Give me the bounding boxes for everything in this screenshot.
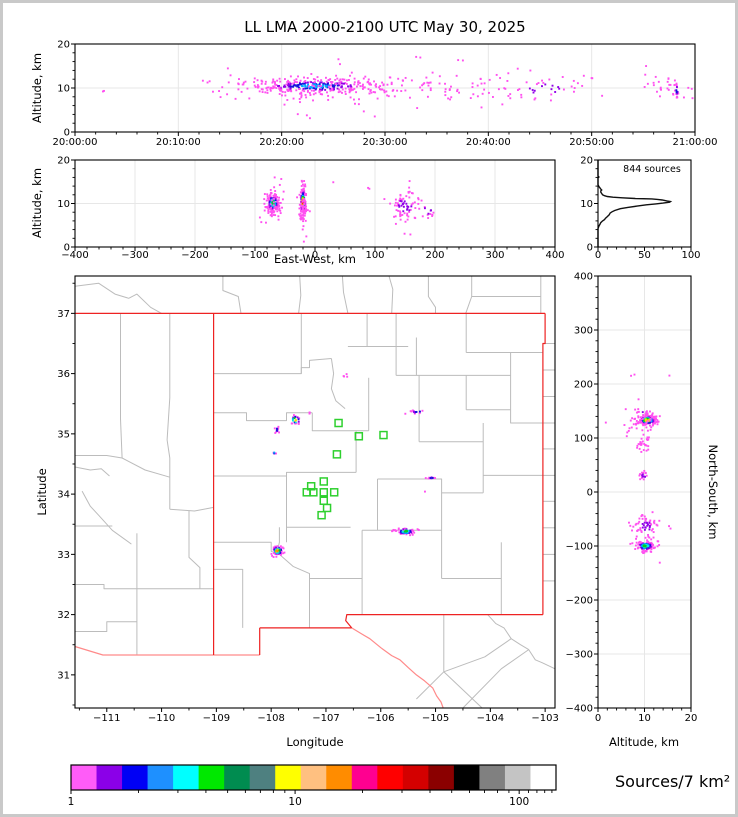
map-panel-xlabel: Longitude xyxy=(286,735,343,749)
svg-text:33: 33 xyxy=(57,550,70,561)
svg-text:300: 300 xyxy=(485,250,504,261)
svg-text:10: 10 xyxy=(638,713,651,724)
svg-text:20: 20 xyxy=(57,156,70,167)
colorbar-label: Sources/7 km² xyxy=(615,772,730,791)
lma-station-marker xyxy=(322,503,332,513)
svg-text:0: 0 xyxy=(587,488,593,499)
svg-text:34: 34 xyxy=(57,490,70,501)
svg-text:21:00:00: 21:00:00 xyxy=(673,137,718,148)
svg-text:37: 37 xyxy=(57,309,70,320)
svg-text:−300: −300 xyxy=(121,250,148,261)
svg-text:1: 1 xyxy=(68,796,75,808)
east-west-panel-ylabel: Altitude, km xyxy=(30,168,44,238)
map-panel: −111 −110 −109 −108 −107 −106 −105 −104 −103 31 32… xyxy=(57,275,559,724)
figure-title: LL LMA 2000-2100 UTC May 30, 2025 xyxy=(244,18,525,36)
lma-station-marker xyxy=(319,477,329,486)
svg-text:20: 20 xyxy=(580,156,593,167)
svg-text:−103: −103 xyxy=(531,713,558,724)
svg-text:−300: −300 xyxy=(566,650,593,661)
east-west-altitude-panel: −400 −300 −200 −100 0 100 200 300 400 0 10 20 xyxy=(57,156,564,262)
lma-station-marker xyxy=(306,482,316,491)
svg-text:0: 0 xyxy=(595,250,601,261)
east-west-panel-xlabel: East-West, km xyxy=(274,252,356,266)
svg-text:−200: −200 xyxy=(181,250,208,261)
lma-station-marker xyxy=(309,488,318,497)
svg-text:−107: −107 xyxy=(312,713,339,724)
svg-text:100: 100 xyxy=(681,250,700,261)
svg-text:0: 0 xyxy=(587,243,593,254)
svg-text:0: 0 xyxy=(312,250,318,261)
svg-text:−100: −100 xyxy=(566,542,593,553)
svg-text:300: 300 xyxy=(574,326,593,337)
histogram-annotation: 844 sources xyxy=(623,164,681,175)
svg-text:200: 200 xyxy=(425,250,444,261)
colorbar-panel: 1 10 100 xyxy=(68,764,557,808)
svg-text:−109: −109 xyxy=(203,713,230,724)
svg-text:20:10:00: 20:10:00 xyxy=(156,137,201,148)
svg-text:400: 400 xyxy=(574,272,593,283)
svg-text:−100: −100 xyxy=(241,250,268,261)
lma-station-marker xyxy=(379,430,388,440)
svg-text:20: 20 xyxy=(57,40,70,51)
svg-text:20:00:00: 20:00:00 xyxy=(53,137,98,148)
svg-text:100: 100 xyxy=(365,250,384,261)
lma-station-marker xyxy=(329,488,339,497)
svg-text:−400: −400 xyxy=(61,250,88,261)
svg-text:−110: −110 xyxy=(148,713,175,724)
north-south-altitude-panel: 0 10 20 400 300 200 100 0 −100 −200 −300 −400 xyxy=(566,272,698,725)
svg-text:−105: −105 xyxy=(422,713,449,724)
north-south-panel-ylabel: North-South, km xyxy=(706,445,720,540)
svg-text:50: 50 xyxy=(638,250,651,261)
svg-text:−111: −111 xyxy=(93,713,120,724)
svg-text:10: 10 xyxy=(57,199,70,210)
svg-text:10: 10 xyxy=(580,199,593,210)
lma-station-marker xyxy=(319,488,329,497)
lma-station-marker xyxy=(319,496,329,505)
svg-text:−200: −200 xyxy=(566,596,593,607)
map-panel-ylabel: Latitude xyxy=(35,468,49,515)
svg-text:32: 32 xyxy=(57,610,70,621)
svg-text:−400: −400 xyxy=(566,704,593,715)
time-panel-ylabel: Altitude, km xyxy=(30,53,44,123)
svg-text:10: 10 xyxy=(57,84,70,95)
lma-station-marker xyxy=(354,432,364,441)
svg-text:36: 36 xyxy=(57,369,70,380)
svg-text:0: 0 xyxy=(64,128,70,139)
svg-text:0: 0 xyxy=(595,713,601,724)
svg-text:35: 35 xyxy=(57,429,70,440)
svg-text:200: 200 xyxy=(574,380,593,391)
svg-text:20:50:00: 20:50:00 xyxy=(569,137,614,148)
lma-figure: LL LMA 2000-2100 UTC May 30, 2025 20:00:… xyxy=(30,18,730,808)
svg-text:10: 10 xyxy=(288,796,301,808)
svg-text:31: 31 xyxy=(57,670,70,681)
lma-station-marker xyxy=(317,510,326,520)
lma-station-marker xyxy=(334,418,343,428)
svg-text:100: 100 xyxy=(509,796,529,808)
north-south-panel-xlabel: Altitude, km xyxy=(609,735,679,749)
altitude-histogram-panel: 0 50 100 0 10 20 xyxy=(580,156,700,262)
svg-text:400: 400 xyxy=(545,250,564,261)
svg-text:−108: −108 xyxy=(257,713,284,724)
svg-text:20:20:00: 20:20:00 xyxy=(259,137,304,148)
svg-text:100: 100 xyxy=(574,434,593,445)
svg-text:20:40:00: 20:40:00 xyxy=(466,137,511,148)
svg-text:−104: −104 xyxy=(477,713,504,724)
time-height-panel: 20:00:00 20:10:00 20:20:00 20:30:00 20:40:00… xyxy=(53,40,718,149)
lma-station-marker xyxy=(332,450,342,459)
svg-text:20:30:00: 20:30:00 xyxy=(363,137,408,148)
svg-text:0: 0 xyxy=(64,243,70,254)
svg-text:20: 20 xyxy=(685,713,698,724)
svg-text:−106: −106 xyxy=(367,713,394,724)
